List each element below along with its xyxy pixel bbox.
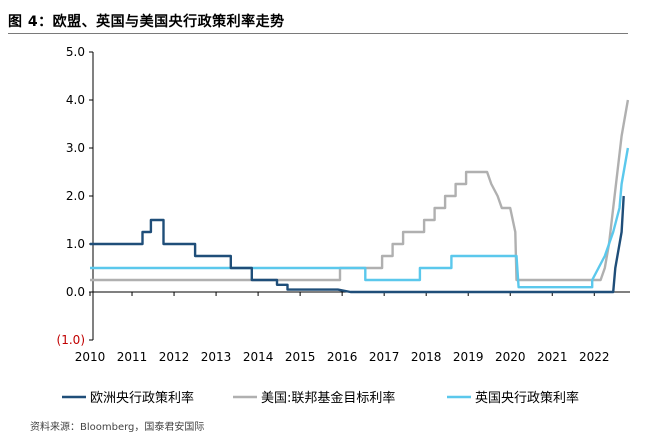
y-tick-label: 2.0 [66, 189, 85, 203]
x-tick-label: 2011 [117, 350, 148, 364]
x-tick-label: 2017 [369, 350, 400, 364]
y-tick-label: 1.0 [66, 237, 85, 251]
y-tick-label: 0.0 [66, 285, 85, 299]
series-line-0 [90, 195, 625, 294]
x-tick-label: 2013 [201, 350, 232, 364]
x-tick-label: 2018 [411, 350, 442, 364]
y-tick-label: 3.0 [66, 141, 85, 155]
x-tick-label: 2012 [159, 350, 190, 364]
series-line-1 [90, 99, 630, 282]
chart-axes: (1.0) 0.0 1.0 2.0 3.0 4.0 5.0 2010 2011 2012 2013 2… [57, 45, 630, 364]
x-tick-label: 2020 [495, 350, 526, 364]
line-chart: (1.0) 0.0 1.0 2.0 3.0 4.0 5.0 2010 2011 2012 2013 2… [57, 45, 630, 406]
legend-label-1: 美国:联邦基金目标利率 [261, 390, 395, 406]
series-line-2 [90, 147, 630, 289]
x-tick-label: 2019 [453, 350, 484, 364]
x-tick-label: 2021 [537, 350, 568, 364]
x-tick-label: 2022 [579, 350, 610, 364]
figure-title: 图 4：欧盟、英国与美国央行政策利率走势 [8, 14, 285, 30]
x-tick-label: 2014 [243, 350, 274, 364]
x-tick-label: 2016 [327, 350, 358, 364]
y-tick-label: (1.0) [57, 333, 85, 347]
x-tick-label: 2010 [75, 350, 106, 364]
chart-series [90, 99, 630, 294]
chart-legend: 欧洲央行政策利率 美国:联邦基金目标利率 英国央行政策利率 [62, 390, 579, 406]
x-tick-label: 2015 [285, 350, 316, 364]
y-tick-label: 5.0 [66, 45, 85, 59]
legend-label-2: 英国央行政策利率 [475, 390, 579, 406]
title-divider [8, 33, 628, 34]
y-tick-label: 4.0 [66, 93, 85, 107]
legend-label-0: 欧洲央行政策利率 [90, 390, 194, 406]
